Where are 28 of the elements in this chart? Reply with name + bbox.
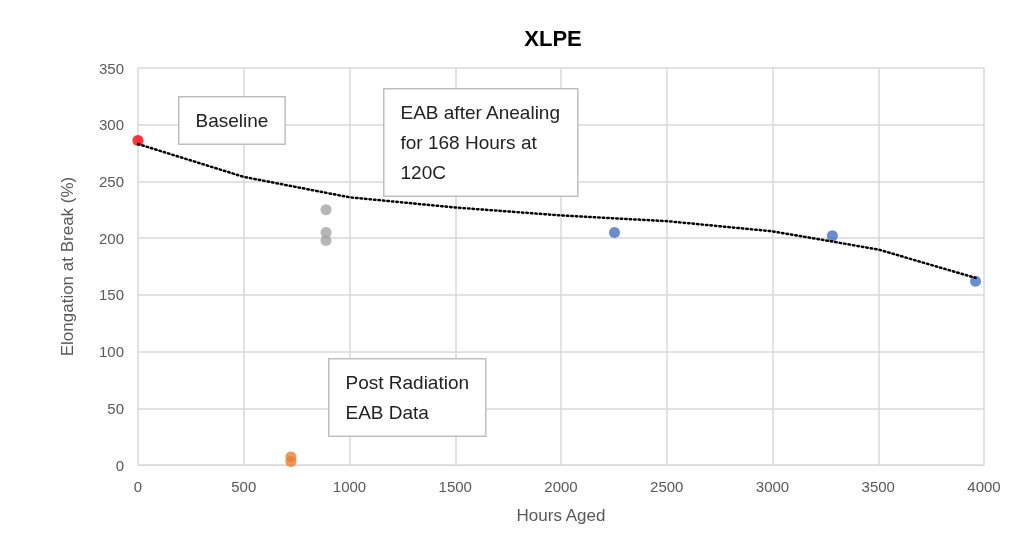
x-tick-label: 0 xyxy=(133,478,143,495)
point xyxy=(826,230,838,242)
annotation: Baseline xyxy=(195,110,269,131)
x-axis-title: Hours Aged xyxy=(516,506,606,525)
point xyxy=(320,204,332,216)
x-tick-label: 4000 xyxy=(967,478,1001,495)
y-tick-label: 0 xyxy=(115,456,124,474)
y-tick-label: 50 xyxy=(107,399,124,417)
x-tick-label: 2500 xyxy=(650,478,684,495)
y-axis-title: Elongation at Break (%) xyxy=(58,176,77,357)
x-tick-label: 2000 xyxy=(544,478,578,495)
x-tick-label: 1500 xyxy=(438,478,472,495)
x-tick-label: 3500 xyxy=(861,478,895,495)
y-tick-label: 150 xyxy=(98,286,124,304)
y-tick-label: 300 xyxy=(98,116,124,134)
y-tick-label: 350 xyxy=(98,59,124,77)
x-tick-label: 1000 xyxy=(332,478,367,495)
point xyxy=(609,226,621,238)
annotation: Post Radiation EAB Data xyxy=(345,372,470,423)
y-tick-label: 200 xyxy=(98,229,124,247)
x-tick-label: 3000 xyxy=(755,478,790,495)
x-tick-label: 500 xyxy=(231,478,257,495)
y-tick-label: 100 xyxy=(98,343,124,361)
annotation: EAB after Anealing for 168 Hours at 120C xyxy=(400,102,560,183)
point xyxy=(285,451,297,463)
chart-title: XLPE xyxy=(524,25,582,51)
y-tick-label: 250 xyxy=(98,172,124,190)
point xyxy=(320,234,332,246)
